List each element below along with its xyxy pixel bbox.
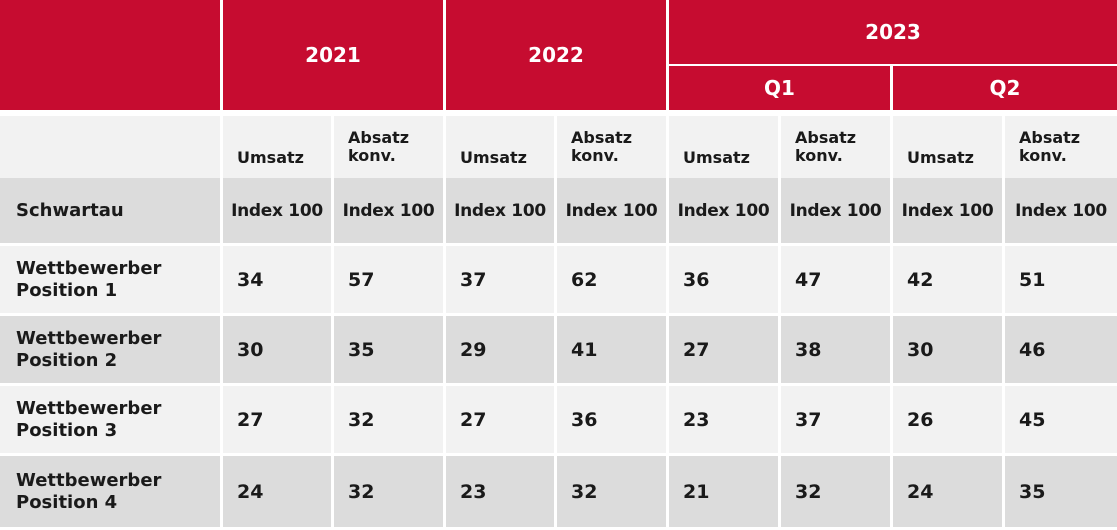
row-label: Wettbewerber Position 2 bbox=[0, 316, 220, 383]
table-cell: 46 bbox=[1005, 316, 1117, 383]
table-cell: 37 bbox=[446, 246, 554, 313]
metric-header-absatz-line1: Absatz bbox=[571, 127, 633, 147]
row-label-line1: Wettbewerber bbox=[16, 257, 162, 279]
table-cell: Index 100 bbox=[781, 178, 890, 243]
row-label-line2: Position 2 bbox=[16, 349, 118, 371]
table-cell: Index 100 bbox=[557, 178, 666, 243]
metric-header-absatz: Absatz konv. bbox=[781, 116, 890, 178]
table-cell: 27 bbox=[669, 316, 778, 383]
header-quarter-q2: Q2 bbox=[893, 66, 1117, 110]
metric-header-absatz-line2: konv. bbox=[795, 146, 843, 165]
table-cell: 32 bbox=[781, 456, 890, 527]
metric-header-absatz-line2: konv. bbox=[1019, 146, 1067, 165]
table-cell: 45 bbox=[1005, 386, 1117, 453]
header-divider bbox=[0, 110, 1117, 116]
row-label: Wettbewerber Position 3 bbox=[0, 386, 220, 453]
table-cell: 32 bbox=[557, 456, 666, 527]
metric-header-absatz: Absatz konv. bbox=[557, 116, 666, 178]
row-label-line2: Position 3 bbox=[16, 419, 118, 441]
table-cell: 36 bbox=[557, 386, 666, 453]
table-cell: 30 bbox=[223, 316, 331, 383]
header-year-2022: 2022 bbox=[446, 0, 669, 110]
table-cell: 30 bbox=[893, 316, 1002, 383]
row-label-line1: Wettbewerber bbox=[16, 397, 162, 419]
metric-header-absatz: Absatz konv. bbox=[334, 116, 443, 178]
metric-header-umsatz: Umsatz bbox=[223, 116, 331, 178]
table-cell: 41 bbox=[557, 316, 666, 383]
table-cell: 36 bbox=[669, 246, 778, 313]
table-cell: 32 bbox=[334, 386, 443, 453]
table-cell: Index 100 bbox=[446, 178, 554, 243]
table-cell: 23 bbox=[669, 386, 778, 453]
table-cell: Index 100 bbox=[334, 178, 443, 243]
metric-header-blank bbox=[0, 116, 220, 178]
table-cell: 27 bbox=[223, 386, 331, 453]
table-cell: 27 bbox=[446, 386, 554, 453]
header-year-2023: 2023 bbox=[669, 0, 1117, 66]
row-label: Wettbewerber Position 4 bbox=[0, 456, 220, 527]
table-cell: Index 100 bbox=[223, 178, 331, 243]
table-cell: 24 bbox=[223, 456, 331, 527]
table-cell: Index 100 bbox=[893, 178, 1002, 243]
table-cell: 35 bbox=[334, 316, 443, 383]
metric-header-umsatz: Umsatz bbox=[446, 116, 554, 178]
table-cell: 38 bbox=[781, 316, 890, 383]
table-cell: 57 bbox=[334, 246, 443, 313]
row-label-line1: Wettbewerber bbox=[16, 469, 162, 491]
table-cell: Index 100 bbox=[669, 178, 778, 243]
table-cell: 51 bbox=[1005, 246, 1117, 313]
row-label-line1: Schwartau bbox=[16, 199, 124, 221]
table-cell: 42 bbox=[893, 246, 1002, 313]
table-cell: 35 bbox=[1005, 456, 1117, 527]
metric-header-umsatz: Umsatz bbox=[893, 116, 1002, 178]
row-label: Schwartau bbox=[0, 178, 220, 243]
metric-header-absatz-line2: konv. bbox=[348, 146, 396, 165]
table-cell: 26 bbox=[893, 386, 1002, 453]
row-label-line1: Wettbewerber bbox=[16, 327, 162, 349]
row-label: Wettbewerber Position 1 bbox=[0, 246, 220, 313]
header-empty-cell bbox=[0, 0, 223, 110]
metric-header-absatz: Absatz konv. bbox=[1005, 116, 1117, 178]
table-cell: 29 bbox=[446, 316, 554, 383]
table-cell: Index 100 bbox=[1005, 178, 1117, 243]
table-cell: 24 bbox=[893, 456, 1002, 527]
header-year-2021: 2021 bbox=[223, 0, 446, 110]
table-cell: 23 bbox=[446, 456, 554, 527]
row-label-line2: Position 4 bbox=[16, 491, 118, 513]
table-cell: 21 bbox=[669, 456, 778, 527]
metric-header-absatz-line1: Absatz bbox=[1019, 127, 1081, 147]
table-cell: 37 bbox=[781, 386, 890, 453]
metric-header-absatz-line2: konv. bbox=[571, 146, 619, 165]
table-cell: 34 bbox=[223, 246, 331, 313]
row-label-line2: Position 1 bbox=[16, 279, 118, 301]
table-cell: 62 bbox=[557, 246, 666, 313]
table-cell: 47 bbox=[781, 246, 890, 313]
metric-header-absatz-line1: Absatz bbox=[348, 127, 410, 147]
table-cell: 32 bbox=[334, 456, 443, 527]
metric-header-absatz-line1: Absatz bbox=[795, 127, 857, 147]
metric-header-umsatz: Umsatz bbox=[669, 116, 778, 178]
header-quarter-q1: Q1 bbox=[669, 66, 893, 110]
